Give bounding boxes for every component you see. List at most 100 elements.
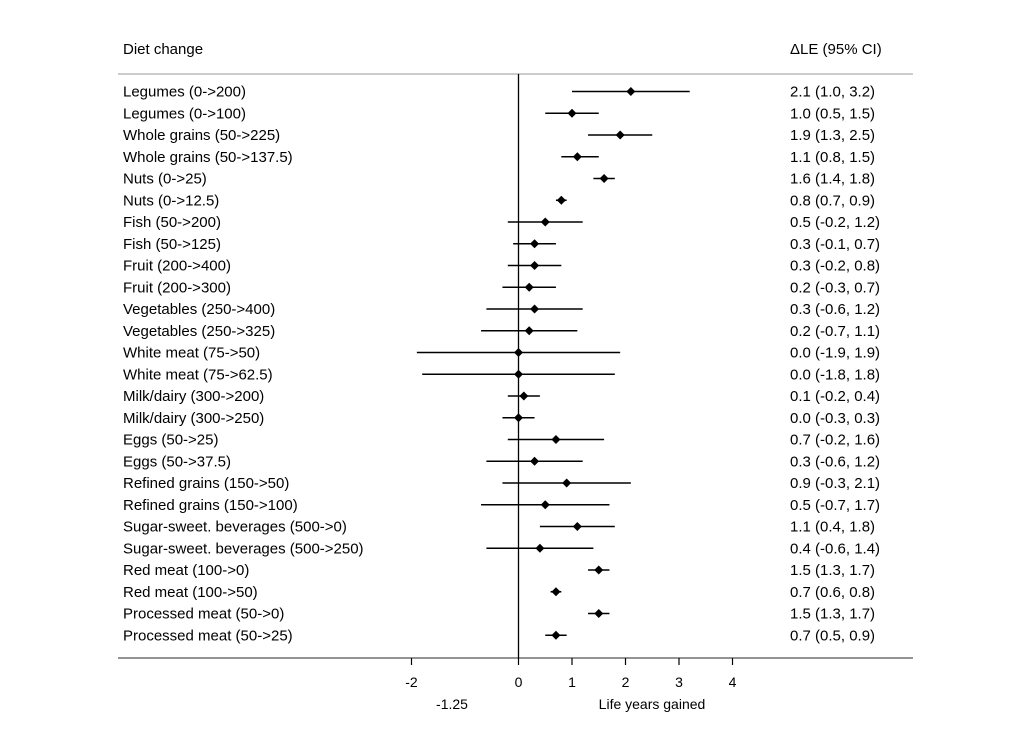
row-label: Eggs (50->37.5): [123, 453, 231, 470]
row-estimate-text: 0.2 (-0.3, 0.7): [790, 279, 880, 296]
row-label: Refined grains (150->50): [123, 475, 289, 492]
point-estimate-marker: [626, 87, 636, 96]
row-estimate-text: 0.0 (-0.3, 0.3): [790, 410, 880, 427]
point-estimate-marker: [514, 369, 523, 379]
row-estimate-text: 1.6 (1.4, 1.8): [790, 171, 875, 188]
point-estimate-marker: [514, 413, 523, 423]
forest-row: Fish (50->125) 0.3 (-0.1, 0.7): [123, 236, 880, 253]
row-label: Legumes (0->200): [123, 84, 246, 101]
forest-row: Refined grains (150->100) 0.5 (-0.7, 1.7): [123, 497, 880, 514]
row-label: Processed meat (50->25): [123, 627, 293, 644]
row-estimate-text: 0.9 (-0.3, 2.1): [790, 475, 880, 492]
forest-row: Whole grains (50->137.5) 1.1 (0.8, 1.5): [123, 149, 875, 166]
row-estimate-text: 1.9 (1.3, 2.5): [790, 127, 875, 144]
x-tick-label: 1: [568, 674, 576, 690]
row-estimate-text: 0.0 (-1.9, 1.9): [790, 345, 880, 362]
row-label: Nuts (0->25): [123, 171, 207, 188]
row-estimate-text: 0.3 (-0.6, 1.2): [790, 453, 880, 470]
row-label: Fish (50->200): [123, 214, 221, 231]
row-label: Processed meat (50->0): [123, 606, 284, 623]
row-label: Red meat (100->0): [123, 562, 249, 579]
row-label: Fish (50->125): [123, 236, 221, 253]
row-label: Refined grains (150->100): [123, 497, 298, 514]
point-estimate-marker: [540, 500, 550, 510]
row-estimate-text: 2.1 (1.0, 3.2): [790, 84, 875, 101]
point-estimate-marker: [514, 348, 523, 357]
point-estimate-marker: [562, 478, 572, 488]
point-estimate-marker: [599, 174, 609, 183]
point-estimate-marker: [572, 522, 582, 531]
row-estimate-text: 0.3 (-0.6, 1.2): [790, 301, 880, 318]
forest-row: Sugar-sweet. beverages (500->250) 0.4 (-0…: [123, 540, 880, 557]
forest-row: Fruit (200->400) 0.3 (-0.2, 0.8): [123, 258, 880, 275]
x-tick-label: -2: [405, 674, 418, 690]
point-estimate-marker: [530, 456, 540, 466]
row-label: Milk/dairy (300->200): [123, 388, 264, 405]
row-label: Nuts (0->12.5): [123, 192, 219, 209]
x-tick-label: 2: [622, 674, 630, 690]
point-estimate-marker: [535, 543, 545, 553]
forest-row: Vegetables (250->400) 0.3 (-0.6, 1.2): [123, 301, 880, 318]
point-estimate-marker: [530, 239, 540, 249]
point-estimate-marker: [572, 152, 582, 162]
point-estimate-marker: [524, 282, 534, 292]
row-estimate-text: 0.7 (0.6, 0.8): [790, 584, 875, 601]
row-estimate-text: 0.1 (-0.2, 0.4): [790, 388, 880, 405]
header-delta-le: ΔLE (95% CI): [790, 41, 882, 58]
x-axis-label: Life years gained: [599, 696, 706, 712]
row-estimate-text: 0.5 (-0.2, 1.2): [790, 214, 880, 231]
row-label: Red meat (100->50): [123, 584, 258, 601]
row-estimate-text: 0.2 (-0.7, 1.1): [790, 323, 880, 340]
forest-row: Fruit (200->300) 0.2 (-0.3, 0.7): [123, 279, 880, 296]
forest-row: Eggs (50->25) 0.7 (-0.2, 1.6): [123, 432, 880, 449]
row-label: Milk/dairy (300->250): [123, 410, 264, 427]
forest-row: Nuts (0->25) 1.6 (1.4, 1.8): [123, 171, 875, 188]
row-label: Legumes (0->100): [123, 105, 246, 122]
row-estimate-text: 0.5 (-0.7, 1.7): [790, 497, 880, 514]
row-label: White meat (75->62.5): [123, 366, 273, 383]
forest-row: Milk/dairy (300->200) 0.1 (-0.2, 0.4): [123, 388, 880, 405]
point-estimate-marker: [551, 435, 561, 444]
forest-row: Fish (50->200) 0.5 (-0.2, 1.2): [123, 214, 880, 231]
forest-row: Sugar-sweet. beverages (500->0) 1.1 (0.4,…: [123, 519, 875, 536]
row-estimate-text: 1.1 (0.4, 1.8): [790, 519, 875, 536]
forest-row: Processed meat (50->0) 1.5 (1.3, 1.7): [123, 606, 875, 623]
point-estimate-marker: [615, 130, 625, 140]
row-label: Eggs (50->25): [123, 432, 218, 449]
forest-row: Nuts (0->12.5) 0.8 (0.7, 0.9): [123, 192, 875, 209]
row-estimate-text: 0.0 (-1.8, 1.8): [790, 366, 880, 383]
forest-row: Red meat (100->0) 1.5 (1.3, 1.7): [123, 562, 875, 579]
point-estimate-marker: [530, 261, 540, 270]
x-tick-label: 0: [515, 674, 523, 690]
row-estimate-text: 1.5 (1.3, 1.7): [790, 606, 875, 623]
forest-row: Processed meat (50->25) 0.7 (0.5, 0.9): [123, 627, 875, 644]
row-estimate-text: 0.3 (-0.2, 0.8): [790, 258, 880, 275]
row-estimate-text: 1.5 (1.3, 1.7): [790, 562, 875, 579]
point-estimate-marker: [540, 217, 550, 227]
forest-row: Red meat (100->50) 0.7 (0.6, 0.8): [123, 584, 875, 601]
row-estimate-text: 0.8 (0.7, 0.9): [790, 192, 875, 209]
forest-row: White meat (75->50) 0.0 (-1.9, 1.9): [123, 345, 880, 362]
row-label: Sugar-sweet. beverages (500->250): [123, 540, 364, 557]
point-estimate-marker: [530, 304, 540, 314]
row-label: Vegetables (250->325): [123, 323, 275, 340]
forest-row: Legumes (0->100) 1.0 (0.5, 1.5): [123, 105, 875, 122]
row-label: Vegetables (250->400): [123, 301, 275, 318]
forest-row: Refined grains (150->50) 0.9 (-0.3, 2.1): [123, 475, 880, 492]
row-label: Fruit (200->400): [123, 258, 231, 275]
row-estimate-text: 1.1 (0.8, 1.5): [790, 149, 875, 166]
row-label: Whole grains (50->225): [123, 127, 280, 144]
forest-row: Eggs (50->37.5) 0.3 (-0.6, 1.2): [123, 453, 880, 470]
point-estimate-marker: [551, 587, 561, 597]
row-estimate-text: 0.3 (-0.1, 0.7): [790, 236, 880, 253]
x-tick-label: 4: [729, 674, 737, 690]
point-estimate-marker: [519, 391, 529, 401]
point-estimate-marker: [594, 565, 604, 575]
point-estimate-marker: [594, 609, 604, 618]
row-estimate-text: 0.4 (-0.6, 1.4): [790, 540, 880, 557]
row-label: Whole grains (50->137.5): [123, 149, 293, 166]
point-estimate-marker: [551, 630, 561, 640]
point-estimate-marker: [524, 326, 534, 336]
point-estimate-marker: [556, 195, 566, 205]
